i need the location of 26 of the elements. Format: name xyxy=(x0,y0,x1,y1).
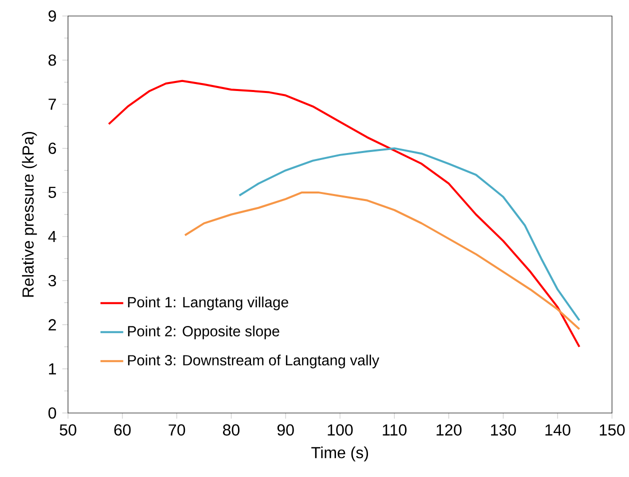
y-tick-label: 0 xyxy=(48,407,56,419)
legend-label: Point 3: Downstream of Langtang vally xyxy=(128,354,380,368)
x-tick-label: 100 xyxy=(328,424,353,436)
x-tick-label: 60 xyxy=(114,424,131,436)
x-tick-label: 50 xyxy=(60,424,76,436)
y-tick-label: 4 xyxy=(48,231,56,242)
x-tick-label: 140 xyxy=(545,424,570,436)
x-tick-label: 90 xyxy=(277,424,294,436)
y-tick-label: 8 xyxy=(48,54,56,66)
x-tick-label: 130 xyxy=(491,424,516,436)
y-tick-label: 9 xyxy=(48,10,56,22)
y-tick-label: 5 xyxy=(48,186,56,198)
y-axis-title: Relative pressure (kPa) xyxy=(22,132,37,297)
x-tick-label: 110 xyxy=(382,424,407,436)
y-tick-label: 7 xyxy=(48,98,56,110)
x-tick-label: 150 xyxy=(600,424,625,436)
legend-label: Point 1: Langtang village xyxy=(128,296,288,310)
x-axis-title: Time (s) xyxy=(311,446,368,462)
x-tick-label: 120 xyxy=(436,424,462,436)
x-tick-label: 70 xyxy=(168,424,186,436)
y-tick-label: 3 xyxy=(48,274,56,286)
y-tick-label: 1 xyxy=(49,363,56,374)
x-tick-label: 80 xyxy=(222,424,240,436)
y-tick-label: 2 xyxy=(48,319,56,330)
y-tick-label: 6 xyxy=(48,142,56,154)
legend-label: Point 2: Opposite slope xyxy=(128,326,280,340)
